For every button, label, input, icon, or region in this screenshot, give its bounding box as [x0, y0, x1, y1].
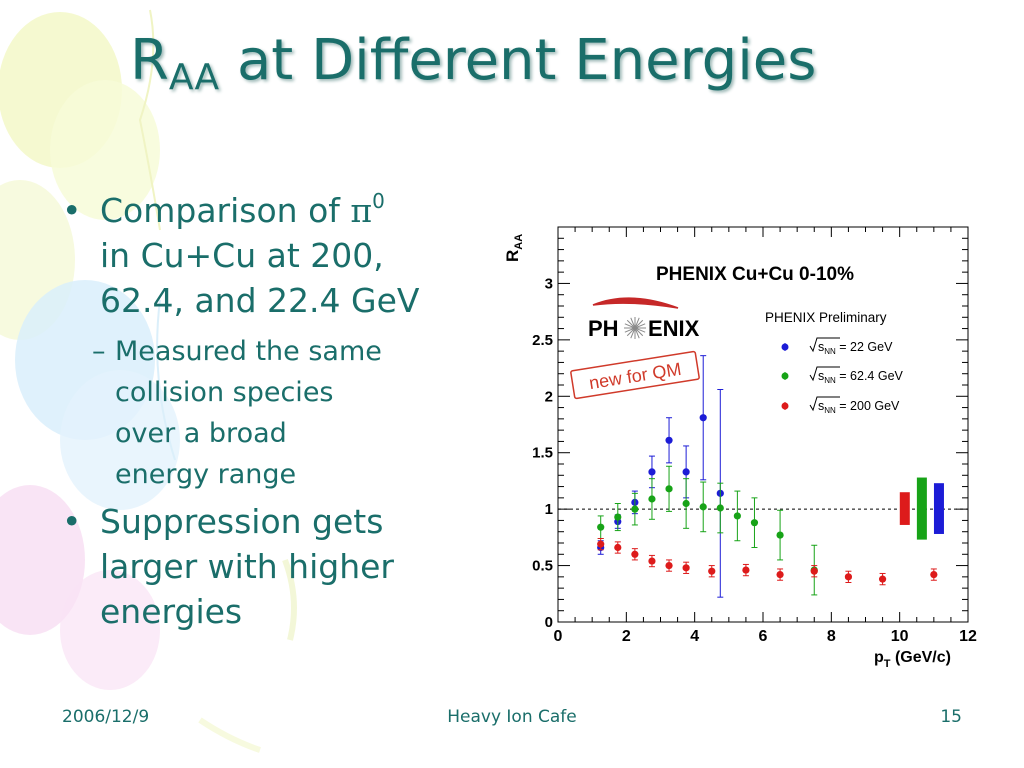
legend-marker: [781, 372, 789, 380]
y-tick-label: 3: [545, 275, 553, 292]
logo-text-right: ENIX: [648, 316, 700, 341]
data-point: [597, 540, 605, 548]
data-point: [614, 513, 622, 521]
legend-label: sNN = 62.4 GeV: [818, 369, 904, 385]
logo-burst-ray: [630, 327, 636, 339]
logo-burst-ray: [626, 319, 636, 329]
footer-center: Heavy Ion Cafe: [447, 707, 577, 727]
y-tick-label: 2: [545, 388, 553, 405]
data-point: [665, 436, 673, 444]
page-number: 15: [940, 707, 962, 727]
y-tick-label: 1.5: [532, 445, 553, 462]
data-point: [776, 531, 784, 539]
data-point: [631, 505, 639, 513]
y-tick-label: 1: [545, 501, 553, 518]
normalization-box: [916, 477, 927, 540]
y-axis-label: RAA: [503, 234, 525, 262]
y-tick-label: 0: [545, 614, 553, 631]
logo-text-left: PH: [588, 316, 619, 341]
data-point: [648, 468, 656, 476]
bullet-comparison: • Comparison of π0 in Cu+Cu at 200, 62.4…: [62, 189, 420, 320]
logo-burst-ray: [634, 317, 640, 329]
data-point: [716, 504, 724, 512]
data-point: [597, 523, 605, 531]
data-point: [699, 414, 707, 422]
x-tick-label: 8: [827, 628, 836, 645]
legend-marker: [781, 402, 789, 410]
logo-swoosh: [592, 297, 679, 309]
logo-burst-ray: [634, 323, 646, 329]
data-point: [665, 561, 673, 570]
bullet-suppression: • Suppression gets larger with higher en…: [62, 502, 395, 631]
x-tick-label: 2: [622, 628, 631, 645]
data-point: [844, 573, 853, 581]
logo-burst-ray: [624, 327, 636, 333]
y-tick-label: 0.5: [532, 558, 553, 575]
logo-burst-ray: [634, 319, 644, 329]
data-point: [631, 550, 639, 558]
x-tick-label: 10: [891, 628, 909, 645]
data-point: [776, 571, 784, 579]
legend-sqrt: [809, 396, 840, 412]
data-point: [742, 566, 750, 574]
data-point: [930, 571, 938, 579]
x-tick-label: 6: [759, 628, 768, 645]
logo-burst-ray: [624, 323, 636, 329]
footer-date: 2006/12/9: [62, 707, 150, 727]
stamp-frame: [570, 350, 700, 400]
legend-label: sNN = 22 GeV: [818, 340, 893, 356]
normalization-box: [899, 492, 910, 525]
data-point: [750, 519, 759, 527]
data-point: [648, 495, 656, 503]
logo-burst-ray: [634, 327, 644, 337]
logo-burst-ray: [626, 327, 636, 337]
data-point: [878, 575, 887, 583]
x-tick-label: 0: [554, 628, 563, 645]
legend-label: sNN = 200 GeV: [818, 399, 900, 415]
chart-subtitle: PHENIX Preliminary: [765, 310, 887, 325]
logo-burst-ray: [630, 317, 636, 329]
logo-burst-ray: [634, 327, 640, 339]
data-point: [810, 567, 818, 575]
data-point: [614, 543, 622, 552]
legend-sqrt: [809, 337, 840, 353]
x-axis-label: pT (GeV/c): [874, 649, 951, 670]
bullet-list: • Comparison of π0 in Cu+Cu at 200, 62.4…: [60, 188, 510, 642]
data-point: [682, 499, 690, 508]
y-tick-label: 2.5: [532, 332, 553, 349]
data-point: [665, 485, 673, 493]
data-point: [699, 503, 707, 511]
data-point: [648, 557, 656, 565]
data-point: [682, 468, 690, 476]
legend-marker: [781, 343, 789, 351]
chart-title: PHENIX Cu+Cu 0-10%: [656, 264, 854, 285]
data-point: [733, 512, 741, 520]
slide-title: RAA at Different Energies: [130, 28, 817, 98]
legend-sqrt: [809, 366, 840, 382]
sub-bullet-list: – Measured the same collision species ov…: [60, 331, 510, 495]
sub-bullet-measured: – Measured the same collision species ov…: [92, 336, 382, 490]
normalization-box: [933, 483, 944, 534]
x-tick-label: 12: [959, 628, 977, 645]
logo-burst-ray: [634, 327, 646, 333]
chart-background: [500, 210, 990, 680]
x-tick-label: 4: [690, 628, 699, 645]
data-point: [682, 564, 690, 572]
data-point: [708, 567, 716, 575]
